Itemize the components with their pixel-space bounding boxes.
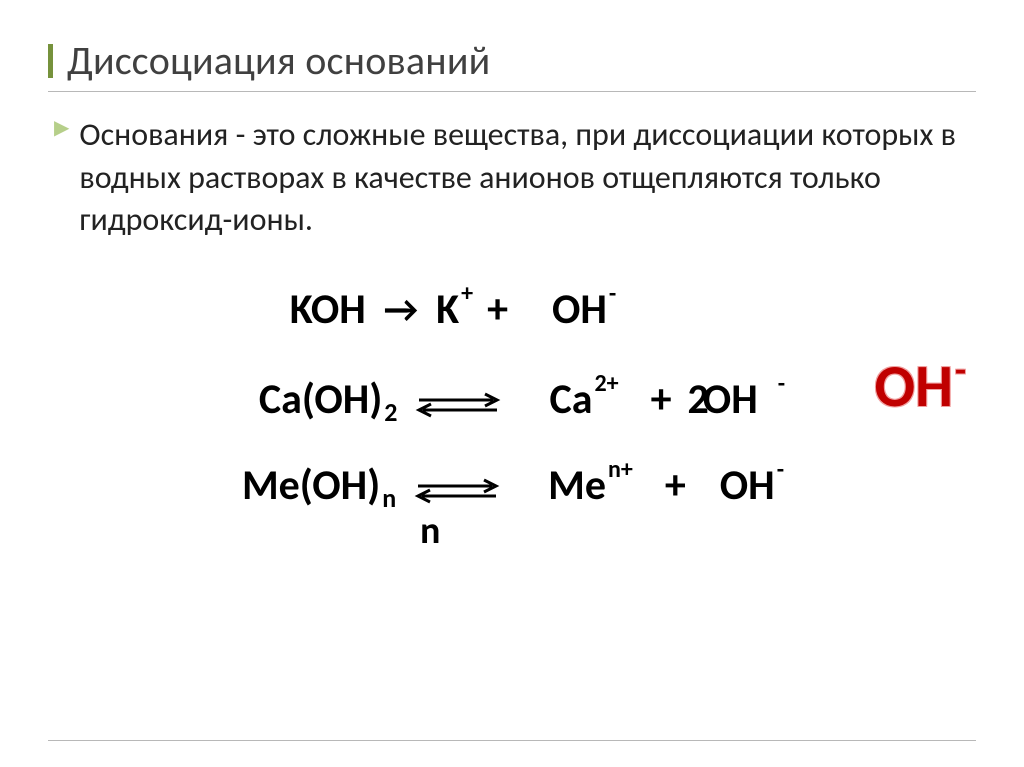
eq2-reversible-arrow-icon (413, 383, 503, 417)
eq2-l1-sub: 2 (384, 396, 397, 428)
eq1-r1: K+ (436, 284, 471, 335)
eq3-l1-base: Me(OH) (242, 460, 380, 511)
eq1-r2-base: OH (552, 284, 607, 335)
eq1-plus: + (487, 284, 508, 335)
eq3-n-below: n (420, 508, 440, 554)
slide-title: Диссоциация оснований (67, 36, 490, 85)
slide: Диссоциация оснований ▶ Основания - это … (0, 0, 1024, 767)
eq3-r1-sup: n+ (608, 455, 633, 484)
eq1-left: KOH (290, 284, 366, 335)
eq3-r1-base: Me (548, 460, 606, 511)
eq3-l1-sub: n (382, 482, 396, 514)
eq2-r2-base: OH (703, 374, 758, 425)
eq3-r2-base: OH (720, 460, 775, 511)
eq3-r2: OH- (720, 460, 782, 511)
equation-2: Ca(OH)2 Ca2+ + 2 OH- (48, 360, 976, 440)
equation-1: KOH → K+ + OH- (0, 270, 976, 350)
title-rule (48, 91, 976, 92)
eq1-r1-sup: + (461, 279, 473, 308)
eq1-arrow-icon: → (384, 287, 418, 333)
title-accent-bar (48, 44, 53, 78)
eq2-r1-base: Ca (549, 374, 592, 425)
eq1-r2: OH- (552, 284, 614, 335)
body-text: Основания - это сложные вещества, при ди… (79, 114, 976, 242)
eq3-left: Me(OH)n (242, 460, 394, 511)
eq2-plus: + (651, 374, 672, 425)
eq3-r1: Men+ (548, 460, 631, 511)
equations-area: KOH → K+ + OH- Ca(OH)2 (48, 270, 976, 566)
eq2-r2-sup: - (778, 369, 785, 398)
eq1-r1-base: K (436, 284, 459, 335)
equation-3: Me(OH)n Men+ + OH (48, 446, 976, 526)
equation-3-wrap: Me(OH)n Men+ + OH (48, 446, 976, 566)
eq2-r1-sup: 2+ (594, 369, 618, 398)
eq2-l1-base: Ca(OH) (259, 374, 382, 425)
eq3-plus: + (665, 460, 686, 511)
title-block: Диссоциация оснований (48, 36, 976, 85)
bottom-rule (48, 740, 976, 741)
eq3-r2-sup: - (777, 455, 784, 484)
eq2-left: Ca(OH)2 (259, 374, 396, 425)
eq3-reversible-arrow-icon (412, 469, 502, 503)
triangle-bullet-icon: ▶ (54, 118, 69, 138)
eq2-r2: OH- (703, 374, 765, 425)
eq1-r2-sup: - (609, 279, 616, 308)
eq2-r1: Ca2+ (549, 374, 616, 425)
body-block: ▶ Основания - это сложные вещества, при … (48, 114, 976, 242)
